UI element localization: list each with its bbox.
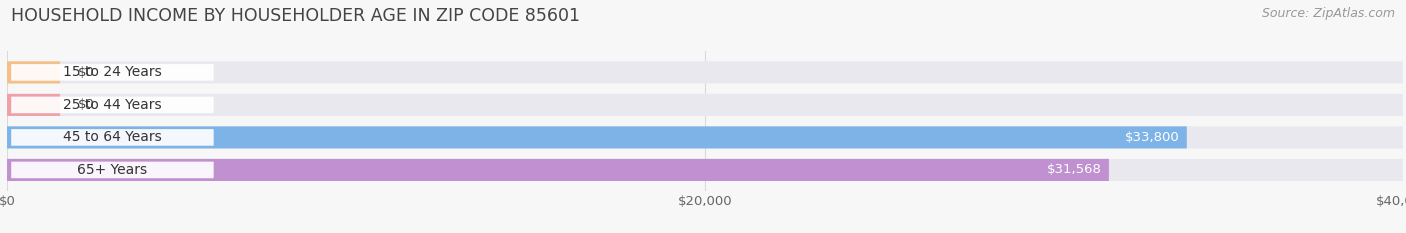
FancyBboxPatch shape: [7, 61, 60, 83]
Text: Source: ZipAtlas.com: Source: ZipAtlas.com: [1261, 7, 1395, 20]
Text: 65+ Years: 65+ Years: [77, 163, 148, 177]
FancyBboxPatch shape: [7, 94, 1403, 116]
FancyBboxPatch shape: [11, 64, 214, 81]
Text: 45 to 64 Years: 45 to 64 Years: [63, 130, 162, 144]
FancyBboxPatch shape: [7, 159, 1109, 181]
FancyBboxPatch shape: [11, 97, 214, 113]
Text: $0: $0: [77, 98, 94, 111]
FancyBboxPatch shape: [7, 61, 1403, 83]
FancyBboxPatch shape: [7, 126, 1403, 148]
FancyBboxPatch shape: [7, 159, 1403, 181]
FancyBboxPatch shape: [7, 94, 60, 116]
Text: $0: $0: [77, 66, 94, 79]
Text: $31,568: $31,568: [1047, 163, 1102, 176]
Text: 15 to 24 Years: 15 to 24 Years: [63, 65, 162, 79]
Text: $33,800: $33,800: [1125, 131, 1180, 144]
FancyBboxPatch shape: [11, 162, 214, 178]
FancyBboxPatch shape: [7, 126, 1187, 148]
FancyBboxPatch shape: [11, 129, 214, 146]
Text: HOUSEHOLD INCOME BY HOUSEHOLDER AGE IN ZIP CODE 85601: HOUSEHOLD INCOME BY HOUSEHOLDER AGE IN Z…: [11, 7, 581, 25]
Text: 25 to 44 Years: 25 to 44 Years: [63, 98, 162, 112]
